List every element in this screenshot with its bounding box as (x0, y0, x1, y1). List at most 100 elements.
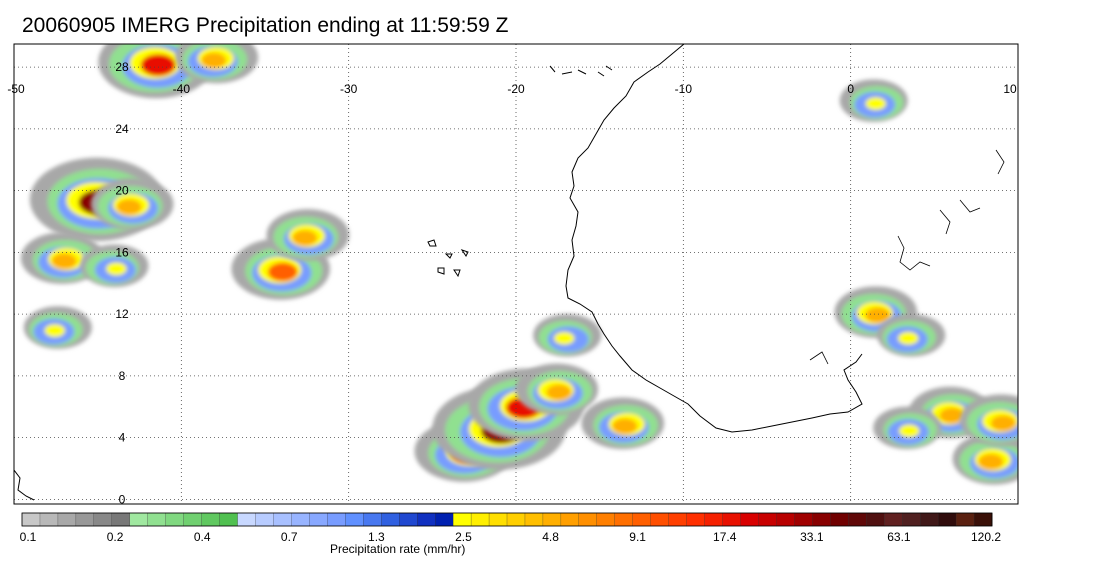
colorbar-swatch (255, 512, 274, 527)
colorbar-swatch (614, 512, 634, 527)
precip-intensity-ring (106, 262, 127, 276)
precip-intensity-ring (612, 418, 638, 435)
colorbar-swatch (506, 512, 526, 527)
precip-intensity-ring (939, 407, 965, 424)
colorbar-swatch (758, 512, 777, 527)
colorbar-tick-label: 4.8 (542, 530, 559, 544)
colorbar-tick-label: 120.2 (970, 530, 1002, 544)
longitude-label: -40 (173, 82, 191, 96)
colorbar-swatch (111, 512, 131, 527)
precip-cell (20, 232, 104, 284)
precipitation-layer (20, 44, 1018, 485)
colorbar-tick-label: 1.3 (368, 530, 385, 544)
colorbar-swatch (434, 512, 454, 527)
colorbar-swatch (973, 512, 993, 527)
colorbar-swatch (794, 512, 813, 527)
colorbar-swatch (722, 512, 741, 527)
south-america-coast (14, 469, 35, 501)
colorbar-tick-label: 33.1 (800, 530, 824, 544)
precip-intensity-ring (116, 199, 142, 215)
colorbar-swatch (578, 512, 598, 527)
colorbar-swatch (93, 512, 113, 527)
precip-cell (533, 314, 602, 357)
africa-coastline (565, 44, 863, 433)
colorbar-swatch (866, 512, 885, 527)
colorbar-swatch (237, 512, 256, 527)
precip-cell (959, 394, 1018, 447)
colorbar-tick-label: 2.5 (455, 530, 472, 544)
precip-intensity-ring (51, 253, 77, 269)
map-frame-border (13, 43, 1019, 505)
latitude-label: 20 (115, 184, 129, 198)
precip-cell (175, 44, 259, 84)
colorbar-swatch (57, 512, 77, 527)
colorbar-swatch (542, 512, 562, 527)
colorbar-swatch (830, 512, 849, 527)
colorbar-swatch (291, 512, 310, 527)
longitude-label: -30 (340, 82, 358, 96)
precip-cell (581, 397, 665, 450)
colorbar-swatch (560, 512, 580, 527)
colorbar-title: Precipitation rate (mm/hr) (330, 542, 466, 556)
colorbar-swatch (776, 512, 795, 527)
precip-intensity-ring (553, 331, 575, 345)
colorbar-swatch (955, 512, 975, 527)
colorbar-swatch (937, 512, 957, 527)
precip-intensity-ring (546, 384, 572, 401)
colorbar-swatch (470, 512, 490, 527)
colorbar-swatch (919, 512, 939, 527)
precip-intensity-ring (44, 324, 66, 337)
precip-intensity-ring (978, 454, 1004, 470)
latitude-label: 0 (119, 492, 126, 506)
latitude-label: 24 (115, 122, 129, 136)
colorbar-swatch (219, 512, 239, 527)
colorbar-tick-label: 0.4 (193, 530, 211, 544)
colorbar-swatch (273, 512, 292, 527)
colorbar-tick-label: 9.1 (629, 530, 646, 544)
colorbar-swatch (363, 512, 382, 527)
precip-cell (80, 244, 149, 288)
colorbar-swatch (848, 512, 867, 527)
map-title: 20060905 IMERG Precipitation ending at 1… (22, 14, 509, 37)
colorbar-swatch (75, 512, 95, 527)
colorbar-swatch (812, 512, 831, 527)
colorbar-swatch (21, 512, 41, 527)
precip-intensity-ring (865, 97, 886, 111)
colorbar-swatch (686, 512, 706, 527)
longitude-label: 10 (1003, 82, 1017, 96)
colorbar-swatch (524, 512, 544, 527)
colorbar-swatch (452, 512, 472, 527)
cape-verde-islands (427, 239, 469, 278)
precip-cell (877, 314, 946, 357)
precip-cell (90, 178, 174, 230)
colorbar-swatch (165, 512, 185, 527)
colorbar-swatch (668, 512, 688, 527)
axis-labels: -50 -40 -30 -20 -10 0 10 28 24 20 16 12 8 4 0 (7, 60, 1017, 506)
longitude-label: 0 (847, 82, 854, 96)
colorbar-swatch (201, 512, 221, 527)
colorbar-swatch (39, 512, 59, 527)
colorbar-swatch (704, 512, 724, 527)
sahel-inland-water (809, 149, 1005, 365)
canary-islands (549, 65, 613, 77)
colorbar-swatch (129, 512, 149, 527)
precip-intensity-ring (990, 415, 1016, 431)
colorbar-tick-label: 0.7 (280, 530, 298, 544)
latitude-label: 28 (115, 60, 129, 74)
latitude-label: 16 (115, 245, 129, 259)
colorbar-swatch (650, 512, 670, 527)
colorbar-tick-label: 0.2 (106, 530, 124, 544)
colorbar-swatch (147, 512, 167, 527)
colorbar-swatch (417, 512, 436, 527)
colorbar-swatch (327, 512, 346, 527)
coastline-group (14, 44, 1005, 501)
latitude-label: 4 (119, 431, 126, 445)
precip-cell (515, 363, 599, 416)
colorbar-swatch (345, 512, 364, 527)
colorbar-swatch (740, 512, 759, 527)
colorbar-swatch (381, 512, 400, 527)
precip-intensity-ring (267, 262, 298, 282)
longitude-label: -10 (675, 82, 693, 96)
colorbar-swatch (884, 512, 903, 527)
